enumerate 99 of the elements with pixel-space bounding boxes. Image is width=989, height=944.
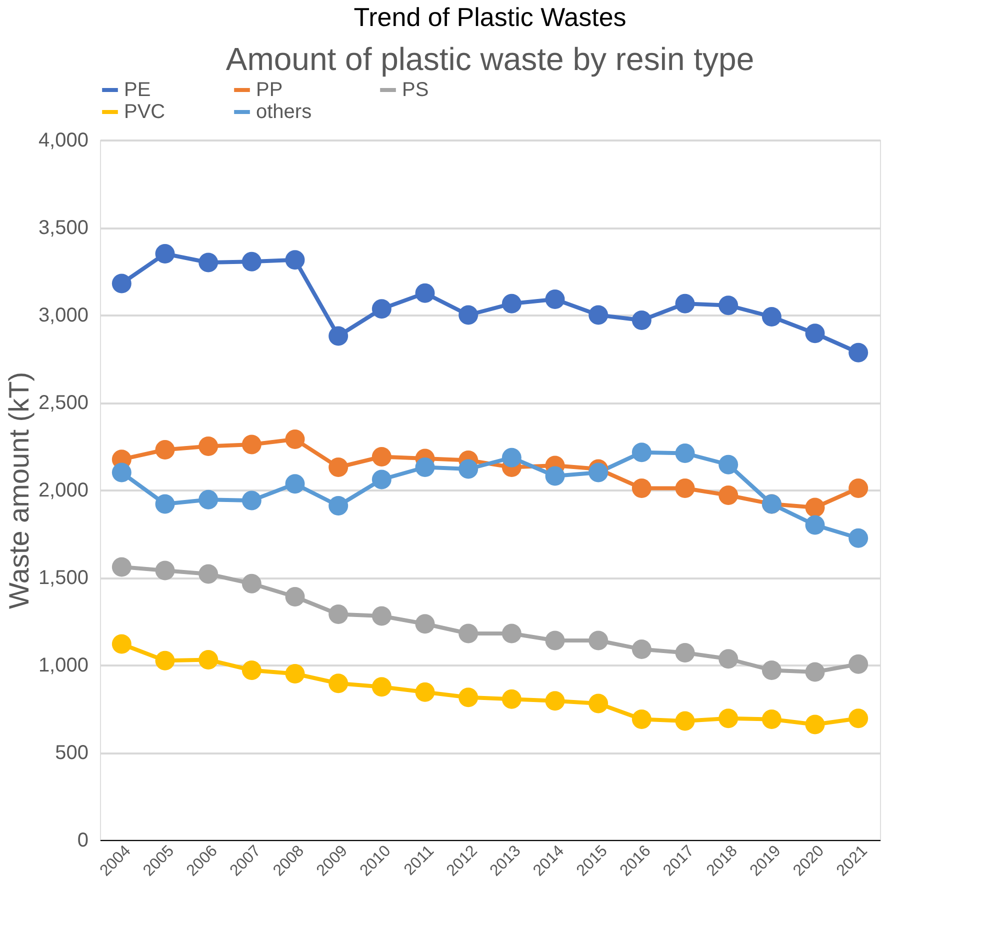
- point: [762, 307, 782, 326]
- chart-title: Trend of Plastic Wastes: [354, 2, 626, 32]
- point: [848, 342, 868, 362]
- y-tick-label: 3,500: [38, 217, 88, 239]
- point: [848, 708, 868, 728]
- point: [805, 324, 825, 344]
- point: [372, 606, 392, 626]
- point: [675, 478, 695, 498]
- point: [155, 560, 175, 580]
- point: [372, 447, 392, 466]
- y-tick-label: 500: [55, 742, 88, 764]
- point: [242, 434, 262, 454]
- point: [588, 694, 608, 714]
- point: [805, 714, 825, 734]
- point: [718, 296, 738, 316]
- point: [632, 710, 652, 729]
- point: [762, 710, 782, 729]
- point: [242, 252, 262, 272]
- point: [242, 574, 262, 594]
- chart-subtitle: Amount of plastic waste by resin type: [226, 41, 754, 77]
- point: [502, 624, 522, 644]
- point: [588, 462, 608, 482]
- point: [155, 244, 175, 264]
- y-tick-label: 0: [77, 830, 88, 852]
- point: [155, 650, 175, 670]
- point: [415, 283, 435, 303]
- point: [632, 640, 652, 659]
- point: [675, 294, 695, 314]
- point: [718, 454, 738, 474]
- point: [242, 660, 262, 680]
- point: [718, 708, 738, 728]
- point: [805, 498, 825, 518]
- point: [545, 691, 565, 711]
- point: [632, 478, 652, 498]
- point: [328, 604, 348, 624]
- point: [458, 688, 478, 708]
- y-tick-label: 4,000: [38, 130, 88, 152]
- point: [502, 448, 522, 468]
- point: [112, 462, 132, 482]
- point: [632, 310, 652, 330]
- legend-label: PE: [124, 79, 151, 101]
- point: [372, 470, 392, 490]
- legend-label: PS: [402, 79, 429, 101]
- point: [198, 564, 218, 584]
- point: [372, 299, 392, 319]
- point: [848, 478, 868, 498]
- point: [502, 689, 522, 709]
- y-tick-label: 2,000: [38, 480, 88, 502]
- point: [848, 528, 868, 548]
- point: [112, 634, 132, 654]
- point: [502, 294, 522, 314]
- point: [762, 660, 782, 680]
- point: [112, 274, 132, 294]
- point: [285, 587, 305, 606]
- point: [198, 436, 218, 456]
- point: [632, 442, 652, 462]
- point: [545, 466, 565, 486]
- y-tick-label: 1,500: [38, 567, 88, 589]
- point: [588, 305, 608, 325]
- point: [545, 630, 565, 650]
- point: [328, 458, 348, 477]
- point: [242, 490, 262, 510]
- point: [328, 496, 348, 516]
- point: [155, 494, 175, 514]
- point: [415, 682, 435, 702]
- point: [458, 459, 478, 479]
- point: [458, 624, 478, 644]
- point: [545, 290, 565, 309]
- point: [372, 677, 392, 697]
- y-tick-label: 2,500: [38, 392, 88, 414]
- point: [112, 557, 132, 577]
- point: [328, 674, 348, 694]
- point: [588, 630, 608, 650]
- legend-label: PVC: [124, 101, 166, 123]
- y-tick-label: 1,000: [38, 654, 88, 676]
- point: [415, 458, 435, 477]
- point: [718, 486, 738, 505]
- point: [198, 252, 218, 272]
- y-axis-title: Waste amount (kT): [3, 372, 34, 610]
- point: [458, 305, 478, 325]
- point: [198, 490, 218, 510]
- y-tick-label: 3,000: [38, 304, 88, 326]
- point: [285, 430, 305, 449]
- point: [328, 326, 348, 346]
- point: [675, 711, 695, 731]
- point: [805, 662, 825, 682]
- point: [675, 444, 695, 463]
- point: [415, 614, 435, 634]
- point: [805, 515, 825, 535]
- point: [718, 649, 738, 669]
- point: [848, 654, 868, 674]
- point: [285, 250, 305, 270]
- point: [675, 643, 695, 662]
- point: [285, 664, 305, 684]
- point: [198, 650, 218, 670]
- point: [155, 440, 175, 460]
- point: [285, 474, 305, 494]
- legend-label: PP: [256, 79, 283, 101]
- legend-label: others: [256, 101, 312, 123]
